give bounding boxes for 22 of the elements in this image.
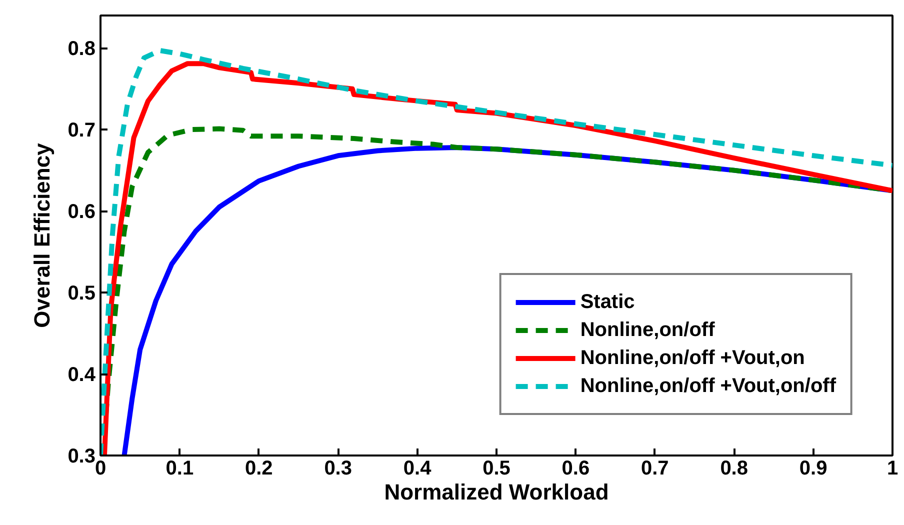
- x-tick-label: 0.5: [482, 458, 510, 480]
- y-tick-label: 0.5: [68, 282, 96, 305]
- y-tick-label: 0.7: [68, 120, 96, 142]
- y-axis-title: Overall Efficiency: [30, 142, 55, 328]
- x-tick-label: 0: [94, 458, 106, 480]
- legend-label: Static: [580, 290, 635, 314]
- x-tick-label: 0.4: [403, 458, 432, 480]
- x-tick-label: 0.7: [641, 458, 669, 480]
- x-tick-label: 0.1: [166, 458, 194, 480]
- legend-label: Nonline,on/off: [580, 318, 715, 342]
- x-tick-label: 0.9: [799, 458, 828, 480]
- x-tick-label: 0.8: [720, 458, 748, 480]
- x-tick-label: 0.2: [245, 458, 273, 480]
- y-tick-label: 0.4: [68, 364, 96, 386]
- legend-label: Nonline,on/off +Vout,on/off: [580, 374, 836, 398]
- y-tick-label: 0.6: [68, 201, 96, 224]
- legend-label: Nonline,on/off +Vout,on: [580, 346, 805, 370]
- x-axis-title: Normalized Workload: [384, 480, 609, 504]
- x-tick-label: 0.6: [562, 458, 590, 480]
- x-tick-label: 1: [886, 458, 898, 480]
- y-tick-label: 0.8: [68, 38, 96, 60]
- x-tick-label: 0.3: [324, 458, 352, 480]
